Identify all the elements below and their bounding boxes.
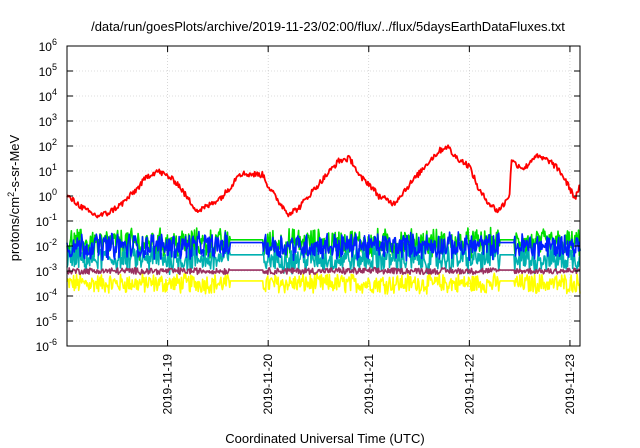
y-tick-label: 102 — [39, 137, 57, 154]
series-layer — [66, 144, 581, 295]
y-tick-label: 105 — [39, 62, 57, 79]
y-tick-label: 104 — [39, 87, 57, 104]
series-line — [66, 144, 581, 219]
y-tick-label-base: 10 — [39, 40, 53, 54]
y-tick-label-exponent: 5 — [52, 62, 57, 72]
y-tick-label: 10-1 — [36, 212, 57, 229]
x-tick-label: 2019-11-19 — [161, 354, 175, 415]
y-tick-label-exponent: -6 — [49, 337, 57, 347]
series-line — [66, 230, 581, 262]
y-axis-label: protons/cm2-s-sr-MeV — [6, 134, 22, 261]
y-tick-label-base: 10 — [39, 190, 53, 204]
y-tick-label-exponent: 2 — [52, 137, 57, 147]
y-tick-label-base: 10 — [39, 65, 53, 79]
x-tick-label: 2019-11-23 — [563, 354, 577, 415]
chart-title: /data/run/goesPlots/archive/2019-11-23/0… — [91, 19, 565, 34]
y-tick-label: 103 — [39, 112, 57, 129]
y-tick-label: 10-3 — [36, 262, 57, 279]
y-tick-label: 10-4 — [36, 287, 57, 304]
y-tick-label-base: 10 — [36, 215, 50, 229]
y-tick-label: 10-5 — [36, 312, 57, 329]
y-tick-label-exponent: -5 — [49, 312, 57, 322]
y-tick-label: 10-2 — [36, 237, 57, 254]
x-tick-label: 2019-11-21 — [362, 354, 376, 415]
y-axis: 10-610-510-410-310-210-11001011021031041… — [36, 37, 580, 354]
series-line — [66, 266, 581, 276]
y-tick-label-exponent: -1 — [49, 212, 57, 222]
y-tick-label-base: 10 — [39, 90, 53, 104]
y-tick-label-exponent: 1 — [52, 162, 57, 172]
y-axis-label-rest: -s-sr-MeV — [7, 134, 22, 191]
y-axis-label-base: protons/cm — [7, 197, 22, 261]
y-tick-label-exponent: -3 — [49, 262, 57, 272]
y-axis-label-sup: 2 — [6, 192, 16, 197]
x-axis-label: Coordinated Universal Time (UTC) — [225, 431, 424, 446]
x-tick-label: 2019-11-22 — [462, 354, 476, 415]
y-tick-label-exponent: 3 — [52, 112, 57, 122]
y-tick-label-base: 10 — [36, 290, 50, 304]
y-tick-label: 106 — [39, 37, 57, 54]
y-tick-label-exponent: 6 — [52, 37, 57, 47]
x-axis: 2019-11-19 2019-11-20 2019-11-21 2019-11-22… — [161, 46, 577, 415]
y-tick-label-base: 10 — [36, 265, 50, 279]
y-tick-label-base: 10 — [36, 340, 50, 354]
series-line — [66, 272, 581, 295]
y-tick-label-base: 10 — [36, 315, 50, 329]
grid-lines — [67, 45, 580, 347]
y-tick-label: 10-6 — [36, 337, 57, 354]
y-tick-label-exponent: -2 — [49, 237, 57, 247]
x-tick-label: 2019-11-20 — [261, 354, 275, 415]
y-tick-label-base: 10 — [36, 240, 50, 254]
y-tick-label: 100 — [39, 187, 57, 204]
y-tick-label-base: 10 — [39, 140, 53, 154]
y-tick-label: 101 — [39, 162, 57, 179]
y-tick-label-base: 10 — [39, 165, 53, 179]
y-tick-label-exponent: -4 — [49, 287, 57, 297]
y-tick-label-exponent: 0 — [52, 187, 57, 197]
y-tick-label-base: 10 — [39, 115, 53, 129]
y-tick-label-exponent: 4 — [52, 87, 57, 97]
